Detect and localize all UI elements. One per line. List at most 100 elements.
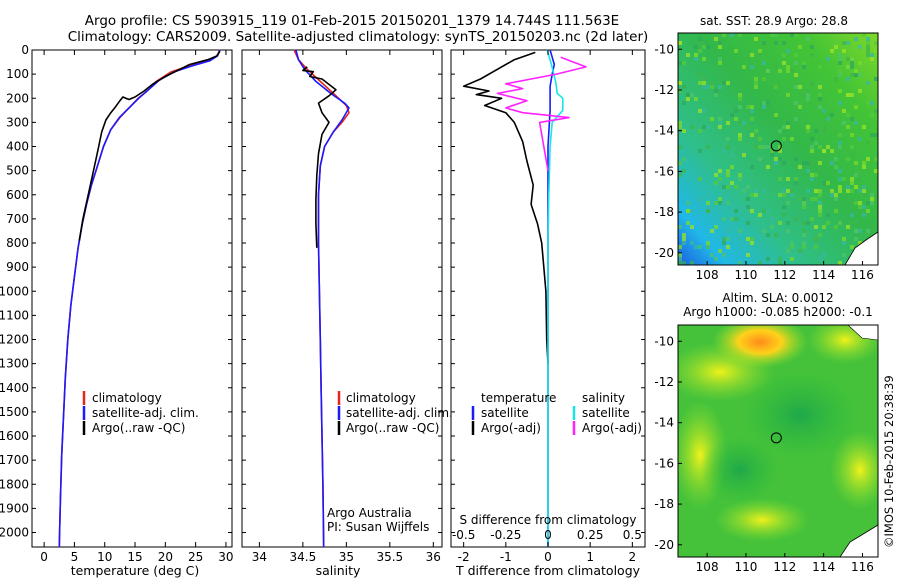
argo-location-marker xyxy=(770,432,782,444)
figure-title-line2: Climatology: CARS2009. Satellite-adjuste… xyxy=(68,29,649,45)
x-tick-label: -2 xyxy=(458,550,470,564)
map-x-tick-label: 108 xyxy=(696,560,719,574)
sla-coastline-north xyxy=(847,325,878,341)
sla-map-title-line2: Argo h1000: -0.085 h2000: -0.1 xyxy=(683,305,873,319)
depth-tick-label: 1300 xyxy=(0,357,29,371)
temperature-axes-frame xyxy=(31,49,233,548)
map-y-tick-label: -16 xyxy=(654,164,674,178)
map-y-tick-label: -18 xyxy=(654,497,674,511)
x-tick-label: 1 xyxy=(586,550,594,564)
depth-tick-label: 2000 xyxy=(0,526,29,540)
annotation-argo-australia: Argo Australia xyxy=(327,506,412,520)
x-tick-label: 34 xyxy=(252,550,267,564)
x-tick-label: 34.5 xyxy=(290,550,317,564)
sst-heatmap xyxy=(678,33,878,265)
map-x-tick-label: 114 xyxy=(812,560,835,574)
x-tick-label: 25 xyxy=(188,550,203,564)
depth-tick-label: 1200 xyxy=(0,333,29,347)
depth-tick-label: 1400 xyxy=(0,381,29,395)
map-x-tick-label: 112 xyxy=(773,560,796,574)
sst-map-title: sat. SST: 28.9 Argo: 28.8 xyxy=(700,14,848,28)
legend-salinity-header: salinity xyxy=(582,391,625,405)
salinity-axes-frame xyxy=(241,49,443,548)
x-tick-label: 30 xyxy=(218,550,233,564)
x-tick-label: 35 xyxy=(339,550,354,564)
legend-climatology-label: climatology xyxy=(346,391,416,405)
x-tick-label: 5 xyxy=(71,550,79,564)
t-difference-xlabel: T difference from climatology xyxy=(455,563,641,578)
depth-tick-label: 1000 xyxy=(0,284,29,298)
map-x-tick-label: 116 xyxy=(851,268,874,282)
depth-tick-label: 1800 xyxy=(0,477,29,491)
difference-legend: temperature satellite Argo(-adj) salinit… xyxy=(471,391,642,435)
depth-tick-label: 1100 xyxy=(0,308,29,322)
salinity-panel: 34 34.5 35 35.5 36 salinity climatology sate… xyxy=(241,49,453,578)
s-tick-label: 0.5 xyxy=(623,528,642,542)
map-x-tick-label: 110 xyxy=(735,560,758,574)
sla-map-frame xyxy=(677,324,879,558)
sst-map-frame xyxy=(677,32,879,266)
figure-title-line1: Argo profile: CS 5903915_119 01-Feb-2015… xyxy=(85,13,619,29)
temperature-legend: climatology satellite-adj. clim. Argo(..… xyxy=(82,391,199,435)
map-x-tick-label: 116 xyxy=(851,560,874,574)
s-tick-label: -0.25 xyxy=(490,528,521,542)
depth-tick-label: 200 xyxy=(6,91,29,105)
legend-satellite-label: satellite-adj. clim. xyxy=(346,406,453,420)
map-y-tick-label: -14 xyxy=(654,124,674,138)
series-t-argo-adj- xyxy=(462,51,549,364)
x-tick-label: 15 xyxy=(127,550,142,564)
legend-t-satellite-label: satellite xyxy=(481,406,529,420)
x-tick-label: 20 xyxy=(158,550,173,564)
map-y-tick-label: -14 xyxy=(654,416,674,430)
sst-map-panel: sat. SST: 28.9 Argo: 28.8 108 110 112 114 11… xyxy=(654,14,879,282)
depth-tick-label: 600 xyxy=(6,188,29,202)
depth-tick-label: 300 xyxy=(6,115,29,129)
s-tick-label: 0.25 xyxy=(577,528,604,542)
legend-argo-label: Argo(..raw -QC) xyxy=(92,421,185,435)
map-y-tick-label: -16 xyxy=(654,456,674,470)
x-tick-label: -1 xyxy=(500,550,512,564)
x-tick-label: 0 xyxy=(40,550,48,564)
sla-map-panel: Altim. SLA: 0.0012 Argo h1000: -0.085 h2… xyxy=(654,291,879,574)
s-tick-label: -0.5 xyxy=(452,528,475,542)
depth-axis: 0 100 200 300 400 500 600 700 800 900 1000 1100 1200… xyxy=(0,43,29,540)
legend-temperature-header: temperature xyxy=(481,391,556,405)
x-tick-label: 2 xyxy=(629,550,637,564)
map-x-tick-label: 110 xyxy=(735,268,758,282)
map-x-tick-label: 112 xyxy=(773,268,796,282)
salinity-xlabel: salinity xyxy=(316,563,361,578)
map-y-tick-label: -12 xyxy=(654,375,674,389)
map-x-tick-label: 108 xyxy=(696,268,719,282)
temperature-panel: 0 5 10 15 20 25 30 temperature (deg C) climato… xyxy=(31,49,234,578)
depth-tick-label: 800 xyxy=(6,236,29,250)
series-argo-raw-qc- xyxy=(302,66,337,248)
legend-s-argo-label: Argo(-adj) xyxy=(582,421,642,435)
legend-s-satellite-label: satellite xyxy=(582,406,630,420)
map-y-tick-label: -18 xyxy=(654,205,674,219)
legend-t-argo-label: Argo(-adj) xyxy=(481,421,541,435)
x-tick-label: 10 xyxy=(97,550,112,564)
legend-climatology-label: climatology xyxy=(92,391,162,405)
map-y-tick-label: -10 xyxy=(654,334,674,348)
depth-tick-label: 700 xyxy=(6,212,29,226)
depth-tick-label: 0 xyxy=(21,43,29,57)
series-t-satellite xyxy=(547,49,556,547)
depth-tick-label: 900 xyxy=(6,260,29,274)
series-s-satellite xyxy=(546,49,564,547)
salinity-legend: climatology satellite-adj. clim. Argo(..… xyxy=(337,391,453,435)
s-difference-label: S difference from climatology xyxy=(460,513,637,527)
depth-tick-label: 500 xyxy=(6,164,29,178)
depth-tick-label: 100 xyxy=(6,67,29,81)
map-y-tick-label: -10 xyxy=(654,42,674,56)
depth-tick-label: 400 xyxy=(6,140,29,154)
series-s-argo-adj- xyxy=(496,56,587,171)
x-tick-label: 0 xyxy=(544,550,552,564)
series-satellite-adj-clim- xyxy=(295,49,350,548)
difference-panel: -2 -1 0 1 2 S difference from climatology -0… xyxy=(450,49,646,578)
annotation-pi: PI: Susan Wijffels xyxy=(327,520,429,534)
sla-map-title-line1: Altim. SLA: 0.0012 xyxy=(722,291,833,305)
depth-tick-label: 1700 xyxy=(0,453,29,467)
depth-tick-label: 1600 xyxy=(0,429,29,443)
x-tick-label: 36 xyxy=(426,550,441,564)
